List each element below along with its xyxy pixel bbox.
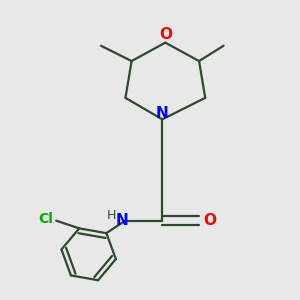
Text: O: O xyxy=(203,213,216,228)
Text: H: H xyxy=(107,209,116,222)
Text: N: N xyxy=(116,213,129,228)
Text: O: O xyxy=(159,28,172,43)
Text: N: N xyxy=(156,106,169,121)
Text: Cl: Cl xyxy=(38,212,53,226)
